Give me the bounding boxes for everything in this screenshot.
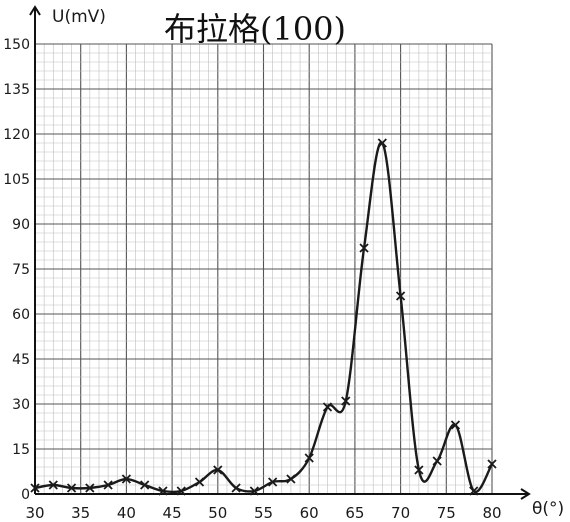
data-point <box>414 465 424 475</box>
data-point <box>103 480 113 490</box>
data-point <box>304 453 314 463</box>
x-axis-label: θ(°) <box>532 499 564 519</box>
data-point <box>377 138 387 148</box>
x-tick-label: 30 <box>25 504 44 522</box>
data-point <box>359 243 369 253</box>
axes <box>29 5 531 500</box>
x-tick-label: 40 <box>117 504 136 522</box>
y-tick-labels: 0 15 30 45 60 75 90 105 120 135 150 <box>3 37 30 503</box>
data-point <box>487 459 497 469</box>
data-point <box>158 486 168 496</box>
x-tick-label: 55 <box>254 504 273 522</box>
x-tick-label: 45 <box>163 504 182 522</box>
data-point <box>176 486 186 496</box>
y-axis-label: U(mV) <box>52 7 106 27</box>
grid <box>34 43 493 495</box>
y-tick-label: 150 <box>3 37 30 53</box>
y-tick-label: 75 <box>12 262 30 278</box>
data-point <box>432 456 442 466</box>
x-tick-label: 65 <box>345 504 364 522</box>
data-point <box>322 402 333 412</box>
data-point <box>194 477 205 487</box>
data-point <box>249 486 259 496</box>
data-point <box>48 480 58 490</box>
x-axis-arrow <box>520 488 531 500</box>
plot-area <box>30 138 497 496</box>
data-point <box>85 483 95 493</box>
data-point <box>30 483 40 493</box>
y-tick-label: 90 <box>12 217 30 233</box>
data-point <box>231 483 241 493</box>
x-tick-label: 80 <box>482 504 501 522</box>
data-point <box>286 474 296 484</box>
data-point <box>395 291 406 301</box>
x-tick-label: 50 <box>208 504 227 522</box>
x-tick-labels: 30 35 40 45 50 55 60 65 70 75 80 <box>25 504 501 522</box>
data-point <box>140 480 150 490</box>
x-tick-label: 75 <box>437 504 456 522</box>
y-tick-label: 0 <box>21 487 30 503</box>
y-tick-label: 15 <box>12 442 30 458</box>
y-tick-label: 135 <box>3 82 30 98</box>
data-point <box>268 477 278 487</box>
data-point <box>213 465 223 475</box>
x-tick-label: 35 <box>71 504 90 522</box>
chart-title: 布拉格(100) <box>164 10 346 48</box>
data-point <box>341 396 351 406</box>
series-line <box>34 141 494 494</box>
y-tick-label: 60 <box>12 307 30 323</box>
data-point <box>121 474 132 484</box>
data-point <box>450 420 461 430</box>
y-tick-label: 30 <box>12 397 30 413</box>
data-point <box>469 486 479 496</box>
y-tick-label: 45 <box>12 352 30 368</box>
x-tick-label: 60 <box>300 504 319 522</box>
y-tick-label: 120 <box>3 127 30 143</box>
x-tick-label: 70 <box>391 504 410 522</box>
y-tick-label: 105 <box>3 172 30 188</box>
data-point <box>66 483 77 493</box>
y-axis-arrow <box>29 5 41 16</box>
